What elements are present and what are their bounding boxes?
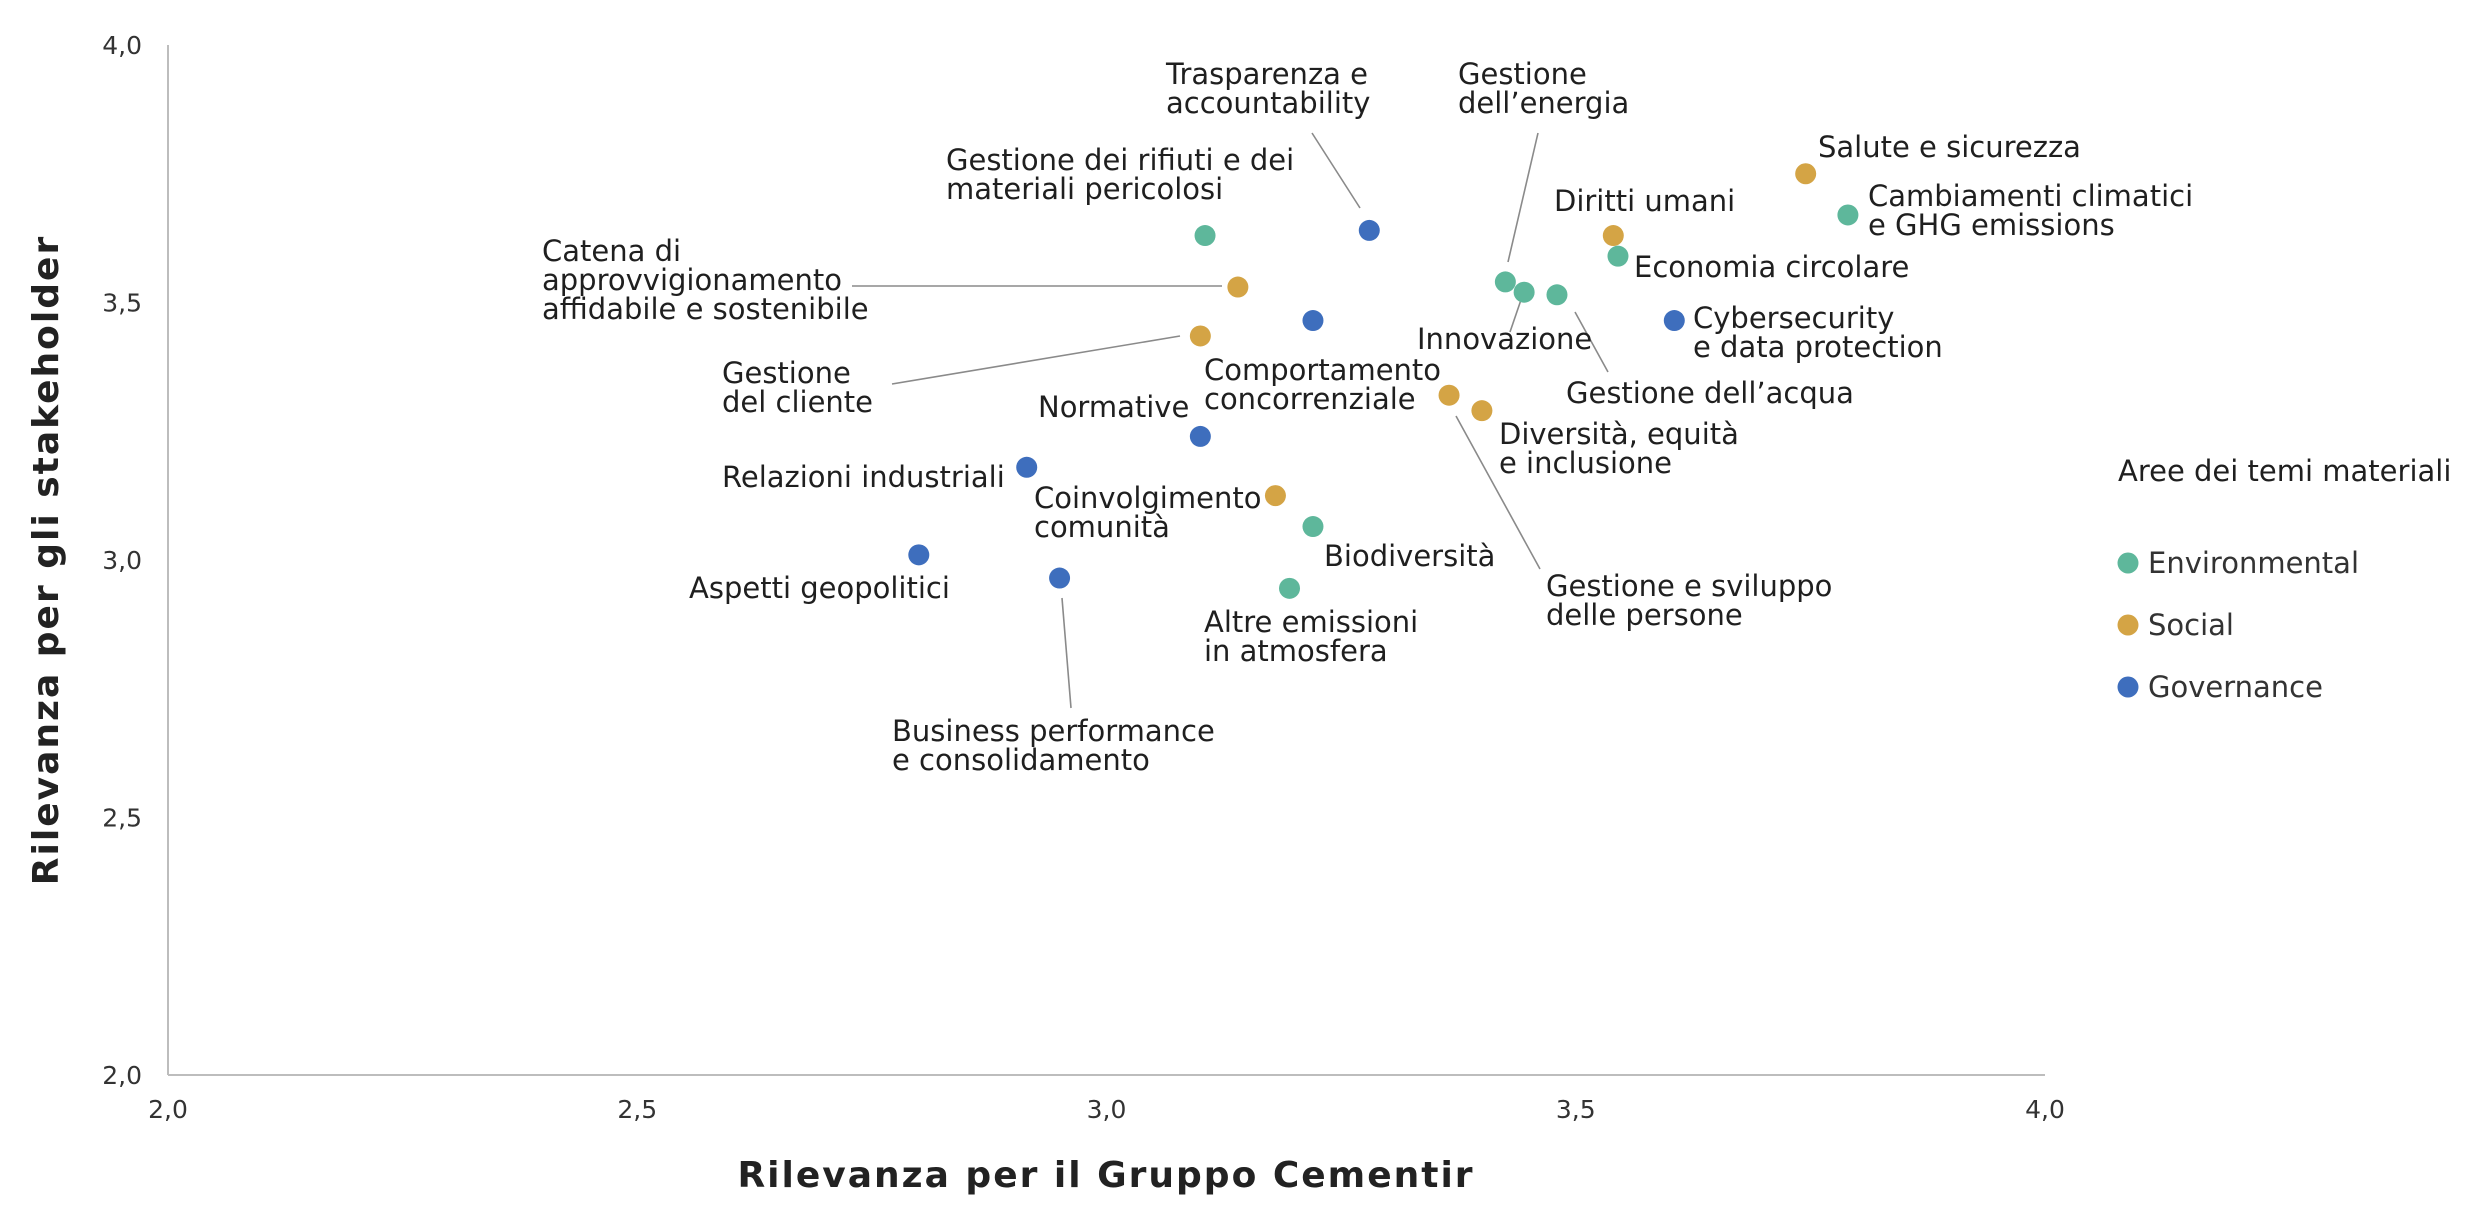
legend-label-social: Social (2148, 608, 2234, 642)
data-point-geopolitici (908, 544, 930, 566)
data-point-biodiversita (1302, 516, 1324, 538)
y-tick-label: 4,0 (102, 31, 142, 60)
legend-label-environmental: Environmental (2148, 546, 2359, 580)
data-point-diritti (1602, 225, 1624, 247)
data-point-innovazione (1513, 281, 1535, 303)
point-labels: Salute e sicurezza Cambiamenti climatici e… (542, 57, 2193, 777)
leader-line (1507, 132, 1539, 263)
leader-line (1311, 132, 1361, 209)
leader-lines (852, 132, 1609, 709)
point-label-cyber: Cybersecurity e data protection (1693, 301, 1943, 364)
data-point-cliente (1189, 325, 1211, 347)
point-label-catena: Catena di approvvigionamento affidabile e … (542, 234, 869, 326)
point-label-economia: Economia circolare (1634, 250, 1909, 284)
data-point-diversita (1471, 400, 1493, 422)
data-points (908, 163, 1859, 599)
point-label-energia: Gestione dell’energia (1458, 57, 1629, 120)
data-point-economia (1607, 245, 1629, 267)
data-point-salute (1795, 163, 1817, 185)
x-tick-label: 4,0 (2025, 1095, 2065, 1124)
x-tick-label: 2,0 (148, 1095, 188, 1124)
y-axis-title: Rilevanza per gli stakeholder (26, 235, 67, 885)
data-point-business (1049, 567, 1071, 589)
point-label-biodiversita: Biodiversità (1324, 539, 1495, 573)
data-point-comunita (1264, 485, 1286, 507)
legend-title: Aree dei temi materiali (2118, 454, 2451, 488)
point-label-diversita: Diversità, equità e inclusione (1499, 417, 1739, 480)
point-label-diritti: Diritti umani (1554, 184, 1735, 218)
data-point-persone (1438, 384, 1460, 406)
y-tick-label: 3,5 (102, 289, 142, 318)
legend-marker-environmental (2117, 552, 2139, 574)
data-point-acqua (1546, 284, 1568, 306)
legend-marker-social (2117, 614, 2139, 636)
point-label-geopolitici: Aspetti geopolitici (689, 571, 950, 605)
data-point-catena (1227, 276, 1249, 298)
data-point-emissioni (1279, 577, 1301, 599)
point-label-cliente: Gestione del cliente (722, 356, 873, 419)
axes (167, 45, 2045, 1076)
x-tick-label: 2,5 (617, 1095, 657, 1124)
y-tick-label: 2,0 (102, 1061, 142, 1090)
data-point-relazioni (1016, 456, 1038, 478)
point-label-comunita: Coinvolgimento comunità (1034, 481, 1261, 544)
point-label-emissioni: Altre emissioni in atmosfera (1204, 605, 1418, 668)
data-point-trasparenza (1358, 219, 1380, 241)
legend-label-governance: Governance (2148, 670, 2323, 704)
data-point-concorrenziale (1302, 310, 1324, 332)
y-tick-label: 2,5 (102, 804, 142, 833)
tick-labels: 2,0 2,5 3,0 3,5 4,0 2,0 2,5 3,0 3,5 4,0 (102, 31, 2065, 1124)
data-point-clima (1837, 204, 1859, 226)
point-label-business: Business performance e consolidamento (892, 714, 1215, 777)
point-label-trasparenza: Trasparenza e accountability (1165, 57, 1370, 120)
point-label-salute: Salute e sicurezza (1818, 130, 2081, 164)
data-point-energia (1494, 271, 1516, 293)
y-tick-label: 3,0 (102, 546, 142, 575)
data-point-normative (1189, 425, 1211, 447)
data-point-rifiuti (1194, 225, 1216, 247)
point-label-persone: Gestione e sviluppo delle persone (1546, 569, 1832, 632)
legend-marker-governance (2117, 676, 2139, 698)
point-label-normative: Normative (1038, 390, 1189, 424)
data-point-cyber (1663, 310, 1685, 332)
x-tick-label: 3,5 (1556, 1095, 1596, 1124)
point-label-concorrenziale: Comportamento concorrenziale (1204, 353, 1441, 416)
leader-line (1574, 311, 1609, 373)
x-axis-title: Rilevanza per il Gruppo Cementir (737, 1155, 1474, 1196)
point-label-innovazione: Innovazione (1417, 322, 1592, 356)
point-label-rifiuti: Gestione dei rifiuti e dei materiali peri… (946, 143, 1294, 206)
leader-line (891, 335, 1181, 385)
legend: Aree dei temi materiali Environmental Soc… (2117, 454, 2451, 704)
x-tick-label: 3,0 (1087, 1095, 1127, 1124)
leader-line (1455, 415, 1541, 570)
point-label-clima: Cambiamenti climatici e GHG emissions (1868, 179, 2193, 242)
leader-line (1061, 597, 1072, 709)
point-label-acqua: Gestione dell’acqua (1566, 376, 1854, 410)
point-label-relazioni: Relazioni industriali (722, 460, 1005, 494)
